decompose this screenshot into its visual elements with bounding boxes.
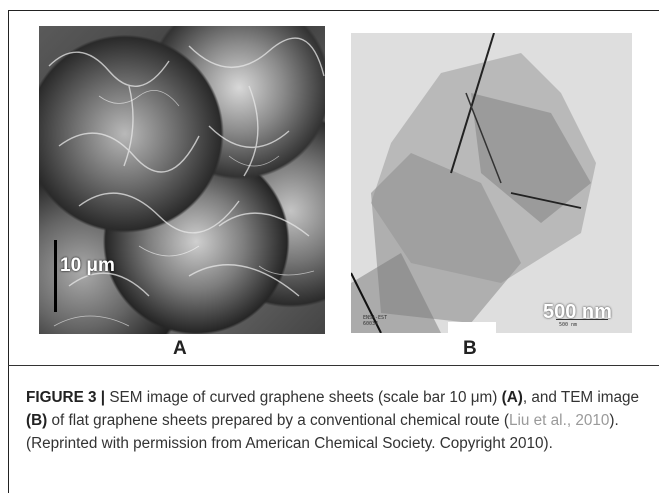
sem-image-panel: 10 μm [39,26,325,334]
caption-ref-a: (A) [501,389,523,406]
tem-white-bar [448,322,496,333]
tem-scale-bar [556,319,608,320]
tem-meta-line-2: 60034 [363,321,379,327]
tem-meta-line-1: ENSA-EST [363,315,388,321]
caption-text-2: , and TEM image [522,389,640,406]
figure-caption: FIGURE 3 | SEM image of curved graphene … [26,386,646,455]
caption-text-4: ). (Reprinted with permission from Ameri… [26,412,619,452]
sem-scale-label: 10 μm [60,255,115,276]
tem-image-panel: 500 nm ENSA-EST 60034 500 nm [351,33,632,333]
panel-label-a: A [173,338,187,359]
caption-divider [8,365,659,366]
caption-ref-b: (B) [26,412,48,429]
sem-texture [48,37,325,327]
sem-scale-bar [54,240,57,312]
tem-scale-label: 500 nm [543,301,612,323]
tem-texture [351,33,632,333]
caption-text-3: of flat graphene sheets prepared by a co… [47,412,509,429]
caption-text-1: SEM image of curved graphene sheets (sca… [105,389,502,406]
panel-label-b: B [463,338,477,359]
figure-number: FIGURE 3 | [26,389,106,406]
citation-link[interactable]: Liu et al., 2010 [509,412,610,429]
figure-frame [8,10,659,493]
tem-scale-meta: 500 nm [559,322,578,328]
tem-meta: ENSA-EST 60034 [363,315,387,327]
